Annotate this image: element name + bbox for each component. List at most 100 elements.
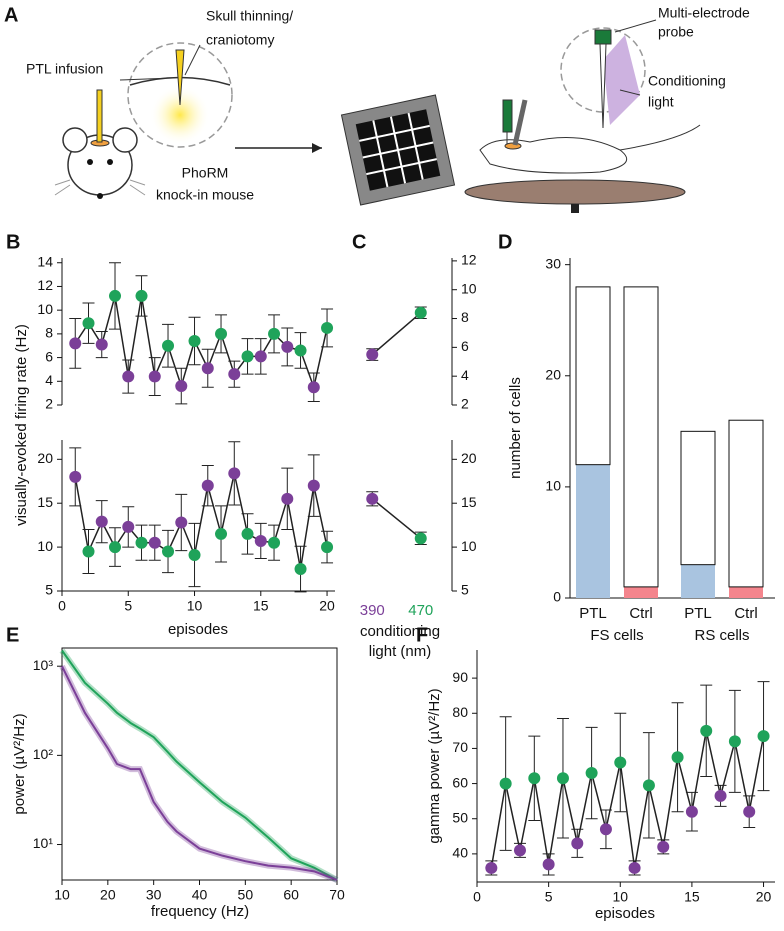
dot (109, 289, 122, 302)
dot (69, 470, 82, 483)
dot (215, 327, 228, 340)
mouse-label: PhoRM (182, 165, 229, 181)
x-axis-label: episodes (168, 621, 228, 638)
dot (135, 536, 148, 549)
panel-label: A (4, 4, 18, 26)
y-tick-label: 80 (452, 704, 468, 720)
light-label: light (648, 94, 674, 110)
y-tick-label: 40 (452, 845, 468, 861)
dot (685, 805, 698, 818)
x-tick-label: 10 (187, 598, 203, 614)
dot (201, 479, 214, 492)
panel-label: D (498, 231, 512, 253)
needle (175, 49, 185, 106)
pointer (184, 44, 201, 76)
x-tick-label: 20 (756, 889, 772, 905)
mouse-eye (107, 159, 113, 165)
mouse-ear (62, 127, 88, 153)
panel-label: F (416, 624, 428, 646)
group-label: FS cells (590, 627, 643, 644)
y-tick-label: 0 (553, 589, 561, 605)
dot (414, 306, 427, 319)
y-axis-label: number of cells (507, 377, 524, 479)
dot (571, 837, 584, 850)
light-cone (603, 35, 640, 125)
y-tick-label: 20 (545, 366, 561, 382)
platform-stand (571, 204, 579, 213)
dot (307, 381, 320, 394)
line (61, 649, 338, 881)
dot (728, 735, 741, 748)
y-tick-label: 6 (45, 348, 53, 364)
probe (502, 99, 513, 133)
zoom-circle (560, 27, 646, 113)
line (74, 473, 328, 570)
mouse-body (479, 137, 628, 174)
dot (307, 479, 320, 492)
dot (513, 844, 526, 857)
dot (657, 840, 670, 853)
y-tick-label: 2 (461, 396, 469, 412)
dot (188, 549, 201, 562)
y-tick-label: 10² (33, 746, 54, 762)
dot (366, 492, 379, 505)
y-tick-label: 15 (37, 494, 53, 510)
probe-label: Multi-electrode (658, 5, 750, 21)
y-tick-label: 10 (545, 478, 561, 494)
y-tick-label: 10¹ (33, 835, 54, 851)
line (61, 665, 338, 881)
ptl-label: PTL infusion (26, 61, 103, 77)
x-axis-label: episodes (595, 905, 655, 922)
x-tick-label: PTL (684, 605, 712, 622)
dot (294, 563, 307, 576)
bar-segment (576, 464, 610, 598)
dot (162, 545, 175, 558)
bar-segment (729, 586, 763, 598)
line (371, 498, 422, 539)
dot (628, 861, 641, 874)
line (371, 312, 422, 356)
y-tick-label: 50 (452, 809, 468, 825)
probe-shank (599, 43, 607, 129)
dot (122, 520, 135, 533)
y-tick-label: 12 (461, 252, 477, 268)
x-tick-label: 20 (100, 887, 116, 903)
dot (95, 515, 108, 528)
y-tick-label: 60 (452, 774, 468, 790)
y-tick-label: 10 (37, 538, 53, 554)
dot (414, 532, 427, 545)
bar-segment (680, 430, 716, 566)
x-tick-label: 0 (58, 598, 66, 614)
glow (150, 85, 210, 145)
dot (254, 534, 267, 547)
dot (294, 344, 307, 357)
light-label: Conditioning (648, 73, 726, 89)
dot (175, 516, 188, 529)
dot (162, 339, 175, 352)
dot (757, 730, 770, 743)
skull-label: craniotomy (206, 32, 274, 48)
dot (542, 858, 555, 871)
dot (281, 492, 294, 505)
panel-label: B (6, 231, 20, 253)
x-tick-label: Ctrl (629, 605, 652, 622)
x-tick-label: 390 (360, 602, 385, 619)
y-tick-label: 15 (461, 494, 477, 510)
panel-label: E (6, 624, 19, 646)
dot (528, 772, 541, 785)
dot (135, 289, 148, 302)
x-tick-label: 40 (192, 887, 208, 903)
y-tick-label: 2 (45, 396, 53, 412)
y-tick-label: 8 (45, 325, 53, 341)
dot (671, 751, 684, 764)
y-tick-label: 5 (45, 582, 53, 598)
mouse-tail (619, 124, 701, 151)
x-axis-label: conditioning (360, 623, 440, 640)
y-tick-label: 8 (461, 309, 469, 325)
dot (499, 777, 512, 790)
x-tick-label: 0 (473, 889, 481, 905)
mouse-ear (112, 127, 138, 153)
y-tick-label: 6 (461, 338, 469, 354)
dot (281, 340, 294, 353)
mouse-label: knock-in mouse (156, 187, 254, 203)
